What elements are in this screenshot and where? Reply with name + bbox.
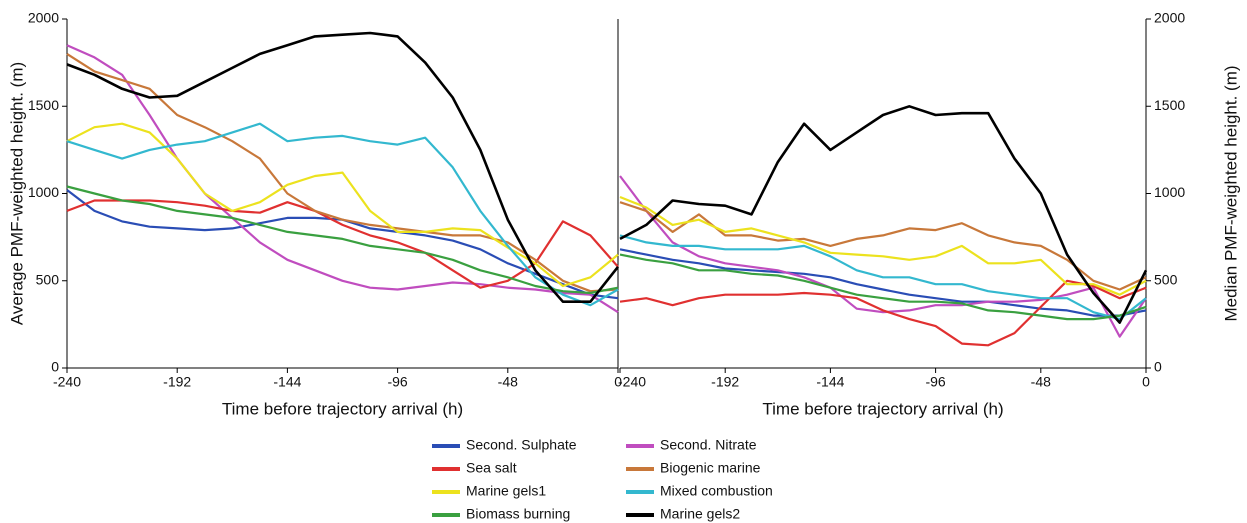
x-tick-label: -240 — [618, 374, 646, 390]
series-line — [619, 201, 1147, 291]
legend-label: Mixed combustion — [660, 483, 773, 499]
y-tick-label: 1000 — [28, 184, 59, 200]
x-tick-label: -192 — [163, 374, 191, 390]
series-line — [619, 175, 1147, 338]
series-line — [66, 31, 620, 303]
y-tick-label: 0 — [51, 359, 59, 375]
y-tick-label: 0 — [1154, 359, 1162, 375]
x-tick-label: 0 — [614, 374, 622, 390]
series-line — [66, 199, 619, 289]
x-tick-label: -48 — [498, 374, 518, 390]
y-tick-label: 1500 — [1154, 97, 1185, 113]
y-tick-label: 2000 — [28, 10, 59, 26]
y2-axis-label: Median PMF-weighted height. (m) — [1221, 65, 1240, 321]
y-tick-label: 1500 — [28, 97, 59, 113]
y-tick-label: 1000 — [1154, 184, 1185, 200]
y-tick-label: 500 — [36, 271, 60, 287]
x-axis-label: Time before trajectory arrival (h) — [762, 399, 1003, 418]
x-tick-label: -96 — [387, 374, 407, 390]
x-tick-label: -144 — [273, 374, 301, 390]
x-tick-label: -144 — [816, 374, 844, 390]
legend-label: Marine gels2 — [660, 506, 740, 522]
y-axis-label: Average PMF-weighted height. (m) — [7, 62, 26, 325]
legend-label: Sea salt — [466, 460, 517, 476]
series-line — [619, 105, 1148, 324]
y-tick-label: 500 — [1154, 271, 1178, 287]
series-line — [619, 234, 1147, 321]
series-line — [619, 195, 1147, 296]
x-axis-label: Time before trajectory arrival (h) — [222, 399, 463, 418]
legend-label: Marine gels1 — [466, 483, 546, 499]
x-tick-label: -240 — [53, 374, 81, 390]
series-line — [619, 248, 1147, 317]
x-tick-label: 0 — [1142, 374, 1150, 390]
x-tick-label: -192 — [711, 374, 739, 390]
series-line — [66, 189, 619, 300]
series-line — [66, 185, 619, 295]
series-line — [619, 279, 1147, 347]
x-tick-label: -48 — [1031, 374, 1051, 390]
x-tick-label: -96 — [925, 374, 945, 390]
legend-label: Second. Sulphate — [466, 437, 577, 453]
legend-label: Biogenic marine — [660, 460, 761, 476]
legend-label: Second. Nitrate — [660, 437, 757, 453]
series-line — [66, 44, 619, 314]
y-tick-label: 2000 — [1154, 10, 1185, 26]
legend-label: Biomass burning — [466, 506, 570, 522]
series-line — [66, 122, 619, 288]
series-line — [66, 122, 619, 307]
series-line — [619, 253, 1147, 321]
